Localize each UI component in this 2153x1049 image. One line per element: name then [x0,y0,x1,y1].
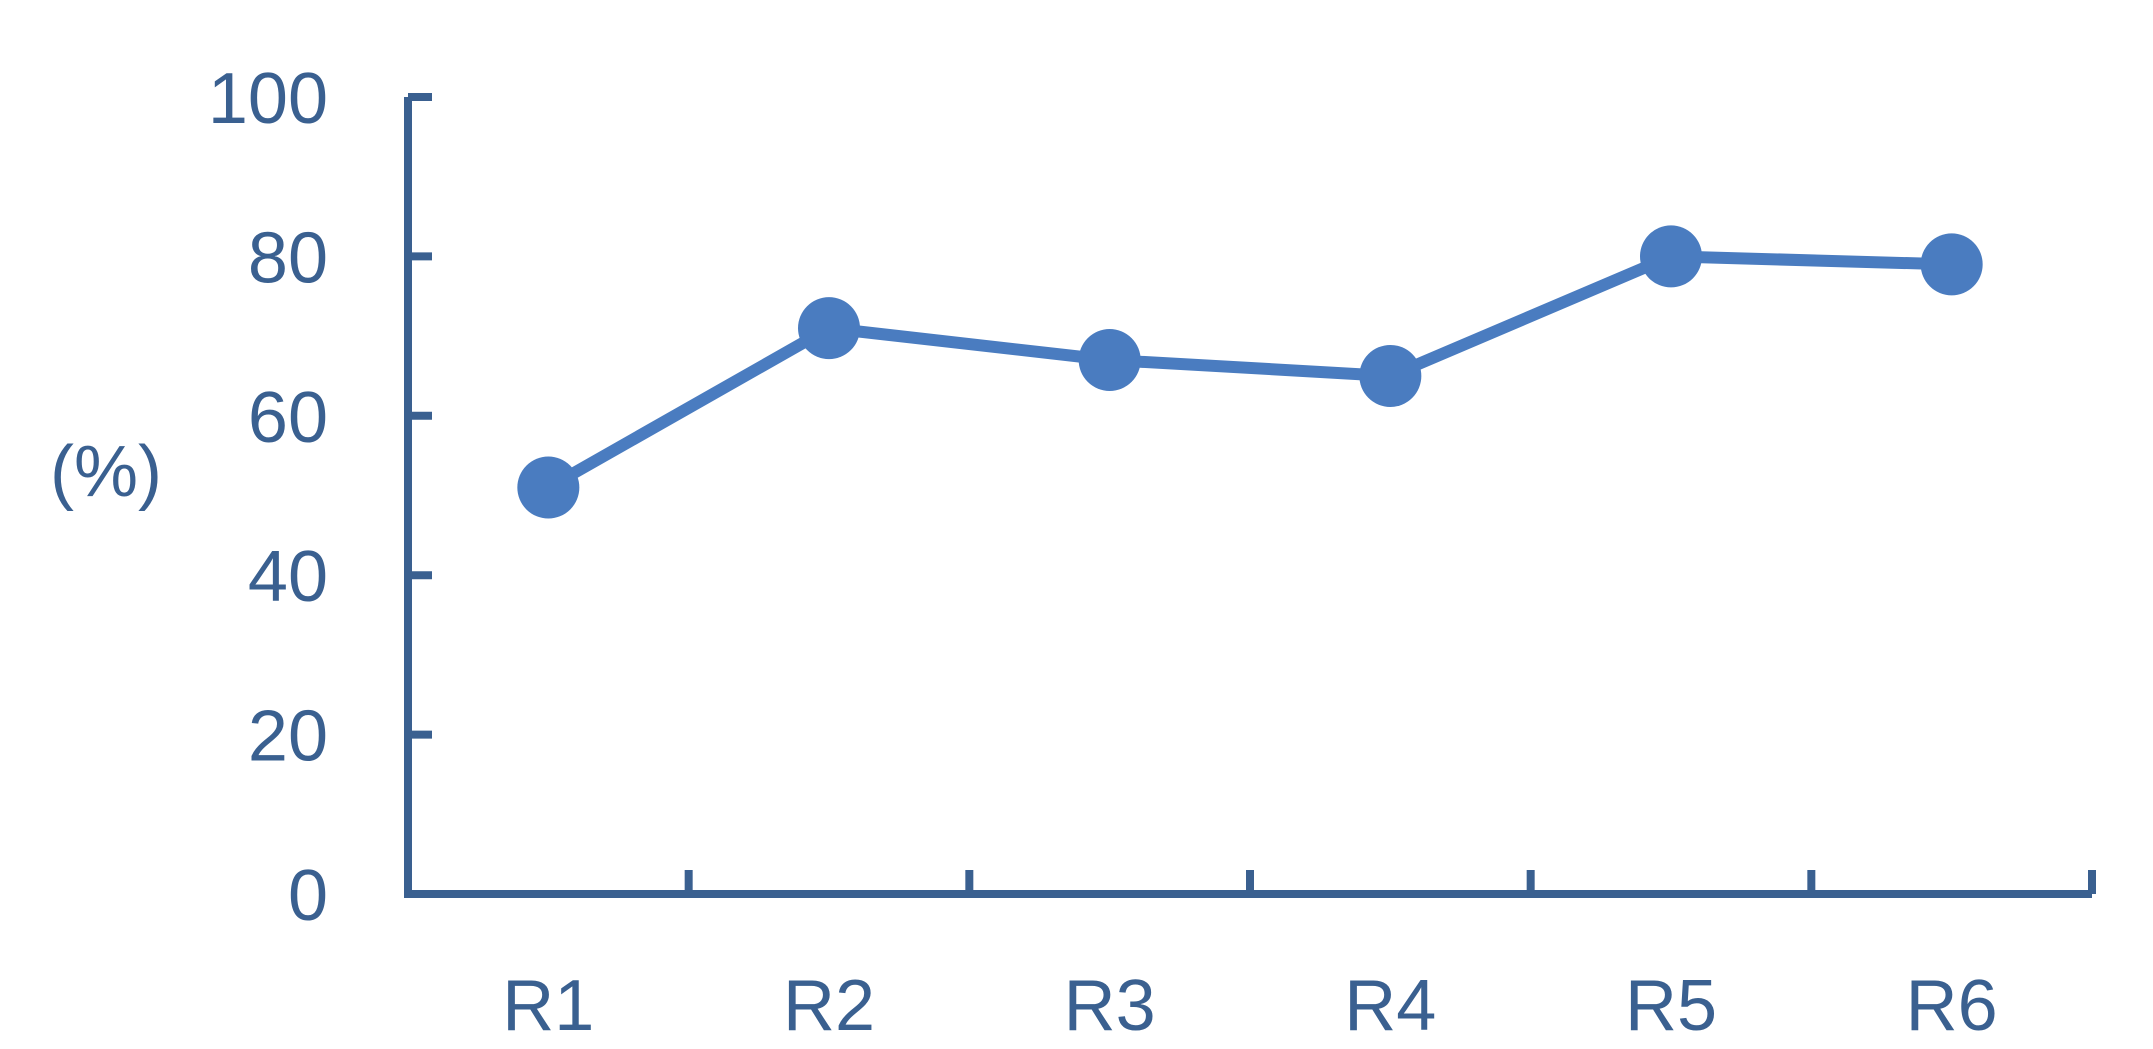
y-tick-label: 0 [288,856,328,936]
series-line [545,250,1952,493]
y-ticks: 0 20 40 60 80 100 [208,59,432,936]
x-tick-label: R5 [1625,966,1717,1046]
data-point [517,456,580,519]
y-tick-label: 40 [248,537,328,617]
data-point [798,297,860,360]
y-tick-label: 80 [248,218,328,298]
data-point [1359,344,1422,407]
x-tick-label: R2 [783,966,875,1046]
data-point [1640,225,1702,288]
series-group [517,225,1983,519]
data-point [1078,329,1141,392]
axes [404,97,2092,898]
y-tick-label: 20 [248,697,328,777]
y-axis-title: (%) [50,432,162,512]
y-tick-label: 100 [208,59,328,139]
x-tick-label: R4 [1344,966,1436,1046]
y-tick-label: 60 [248,378,328,458]
x-tick-label: R6 [1906,966,1998,1046]
x-ticks: R1 R2 R3 R4 R5 R6 [502,870,2096,1046]
x-tick-label: R3 [1064,966,1156,1046]
data-point [1920,233,1983,296]
x-tick-label: R1 [502,966,594,1046]
